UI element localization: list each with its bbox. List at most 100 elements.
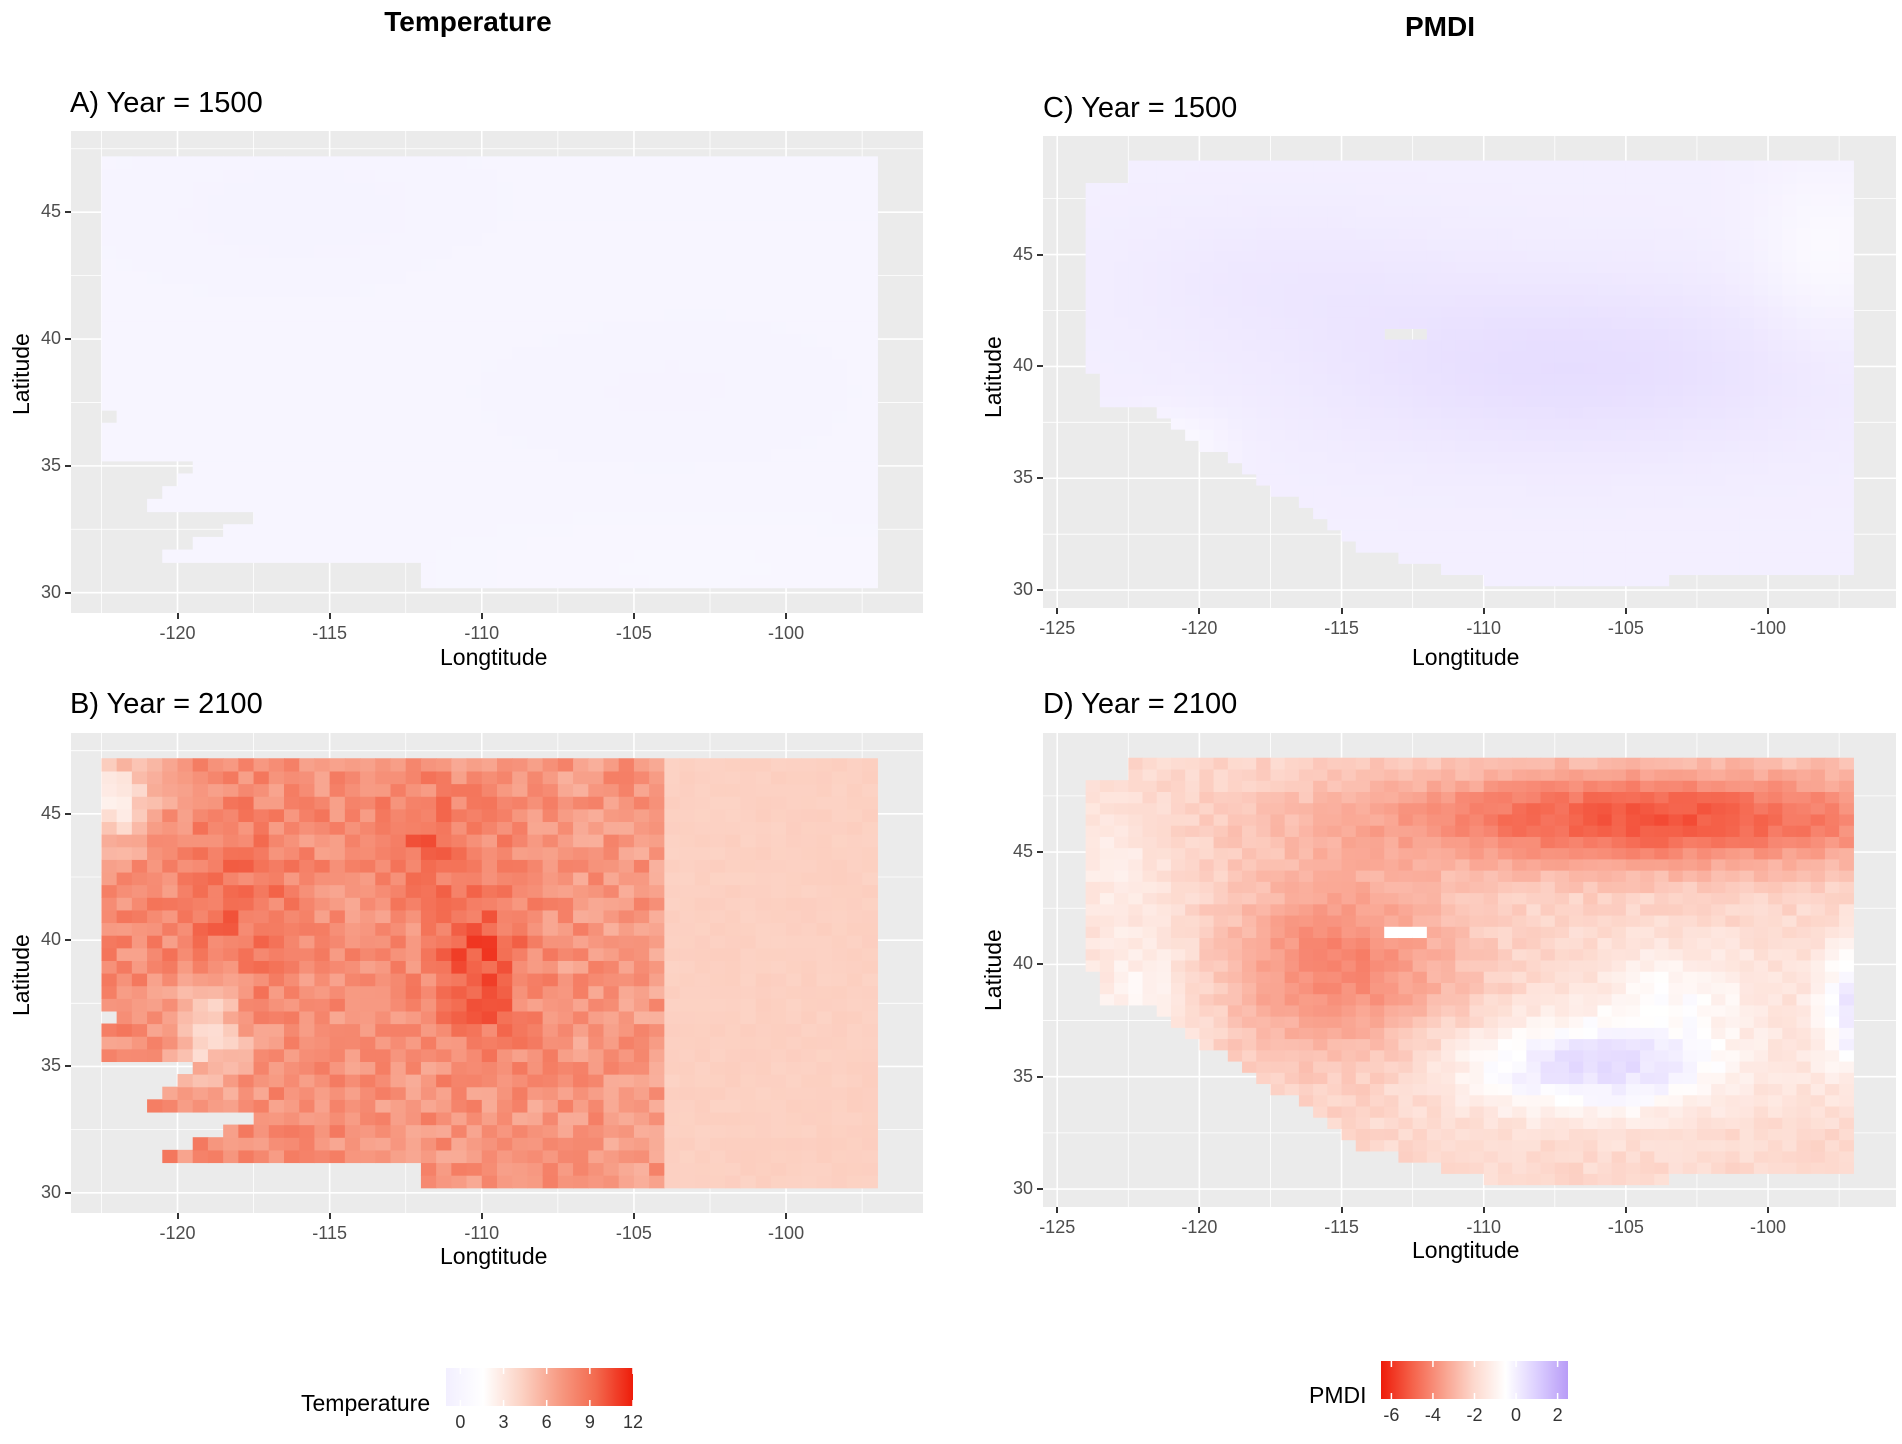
heatmap-cell	[1554, 328, 1570, 341]
heatmap-cell	[466, 562, 483, 576]
heatmap-cell	[390, 1036, 407, 1050]
heatmap-cell	[420, 834, 437, 848]
heatmap-cell	[740, 884, 757, 898]
heatmap-cell	[557, 448, 574, 462]
heatmap-cell	[679, 156, 696, 170]
heatmap-cell	[679, 207, 696, 221]
heatmap-cell	[101, 181, 118, 196]
heatmap-cell	[649, 871, 665, 886]
heatmap-cell	[1753, 540, 1769, 553]
heatmap-cell	[512, 808, 529, 823]
heatmap-cell	[1526, 171, 1542, 184]
heatmap-cell	[1213, 261, 1229, 274]
heatmap-cell	[1682, 462, 1698, 475]
heatmap-cell	[786, 422, 802, 437]
heatmap-cell	[664, 435, 681, 449]
heatmap-cell	[1426, 216, 1442, 229]
heatmap-cell	[862, 448, 878, 462]
heatmap-cell	[557, 1010, 574, 1025]
heatmap-cell	[192, 1149, 209, 1164]
heatmap-cell	[1313, 440, 1328, 453]
heatmap-cell	[755, 270, 772, 284]
heatmap-cell	[375, 1149, 392, 1164]
heatmap-cell	[588, 473, 605, 487]
heatmap-cell	[1441, 171, 1456, 184]
heatmap-cell	[603, 321, 620, 335]
heatmap-cell	[131, 998, 148, 1012]
heatmap-cell	[451, 922, 468, 936]
heatmap-cell	[1242, 272, 1257, 285]
heatmap-cell	[284, 770, 300, 785]
heatmap-cell	[223, 897, 239, 911]
heatmap-cell	[512, 562, 529, 576]
heatmap-cell	[1640, 361, 1655, 374]
heatmap-cell	[1611, 306, 1627, 318]
heatmap-cell	[618, 473, 635, 487]
heatmap-cell	[329, 207, 346, 221]
heatmap-cell	[1739, 529, 1755, 542]
heatmap-cell	[466, 549, 483, 563]
heatmap-cell	[755, 181, 772, 196]
heatmap-cell	[846, 422, 863, 437]
heatmap-cell	[192, 947, 209, 961]
heatmap-cell	[1711, 205, 1726, 218]
heatmap-cell	[1298, 182, 1314, 195]
heatmap-cell	[1085, 205, 1101, 218]
heatmap-cell	[116, 435, 133, 449]
heatmap-cell	[618, 207, 635, 221]
heatmap-cell	[557, 207, 574, 221]
heatmap-cell	[147, 321, 163, 335]
heatmap-cell	[451, 1137, 468, 1151]
heatmap-cell	[588, 985, 605, 999]
heatmap-cell	[694, 321, 711, 335]
heatmap-cell	[1611, 451, 1627, 464]
heatmap-cell	[1725, 451, 1741, 464]
heatmap-cell	[694, 384, 711, 398]
heatmap-cell	[238, 1036, 255, 1050]
heatmap-cell	[360, 295, 376, 310]
heatmap-cell	[192, 1061, 209, 1075]
heatmap-cell	[1654, 552, 1670, 564]
heatmap-cell	[405, 935, 422, 949]
heatmap-cell	[1085, 306, 1101, 318]
heatmap-cell	[238, 448, 255, 462]
heatmap-cell	[725, 422, 742, 437]
heatmap-cell	[1696, 507, 1712, 520]
heatmap-cell	[588, 1162, 605, 1176]
heatmap-cell	[1540, 574, 1556, 587]
heatmap-cell	[679, 973, 696, 987]
heatmap-cell	[1753, 227, 1769, 240]
heatmap-cell	[375, 422, 392, 437]
heatmap-cell	[679, 1124, 696, 1138]
heatmap-cell	[740, 897, 757, 911]
heatmap-cell	[1270, 227, 1286, 240]
heatmap-cell	[862, 1175, 878, 1189]
heatmap-cell	[846, 574, 863, 589]
heatmap-cell	[1099, 328, 1115, 341]
heatmap-cell	[710, 524, 726, 538]
heatmap-cell	[1739, 507, 1755, 520]
heatmap-cell	[253, 909, 270, 924]
heatmap-cell	[405, 435, 422, 449]
heatmap-cell	[314, 232, 331, 246]
heatmap-cell	[649, 219, 665, 234]
heatmap-cell	[603, 308, 620, 322]
heatmap-cell	[390, 985, 407, 999]
heatmap-cell	[633, 194, 650, 208]
heatmap-cell	[1441, 373, 1456, 385]
heatmap-cell	[816, 219, 833, 234]
heatmap-cell	[649, 181, 665, 196]
heatmap-cell	[649, 1010, 665, 1025]
heatmap-cell	[1611, 552, 1627, 564]
heatmap-cell	[557, 257, 574, 272]
heatmap-cell	[1625, 227, 1641, 240]
heatmap-cell	[1554, 406, 1570, 419]
heatmap-cell	[573, 758, 589, 772]
heatmap-cell	[451, 321, 468, 335]
heatmap-cell	[1569, 451, 1584, 464]
heatmap-cell	[694, 536, 711, 551]
heatmap-cell	[710, 384, 726, 398]
heatmap-cell	[831, 960, 848, 974]
heatmap-cell	[1369, 306, 1385, 318]
heatmap-cell	[131, 808, 148, 823]
